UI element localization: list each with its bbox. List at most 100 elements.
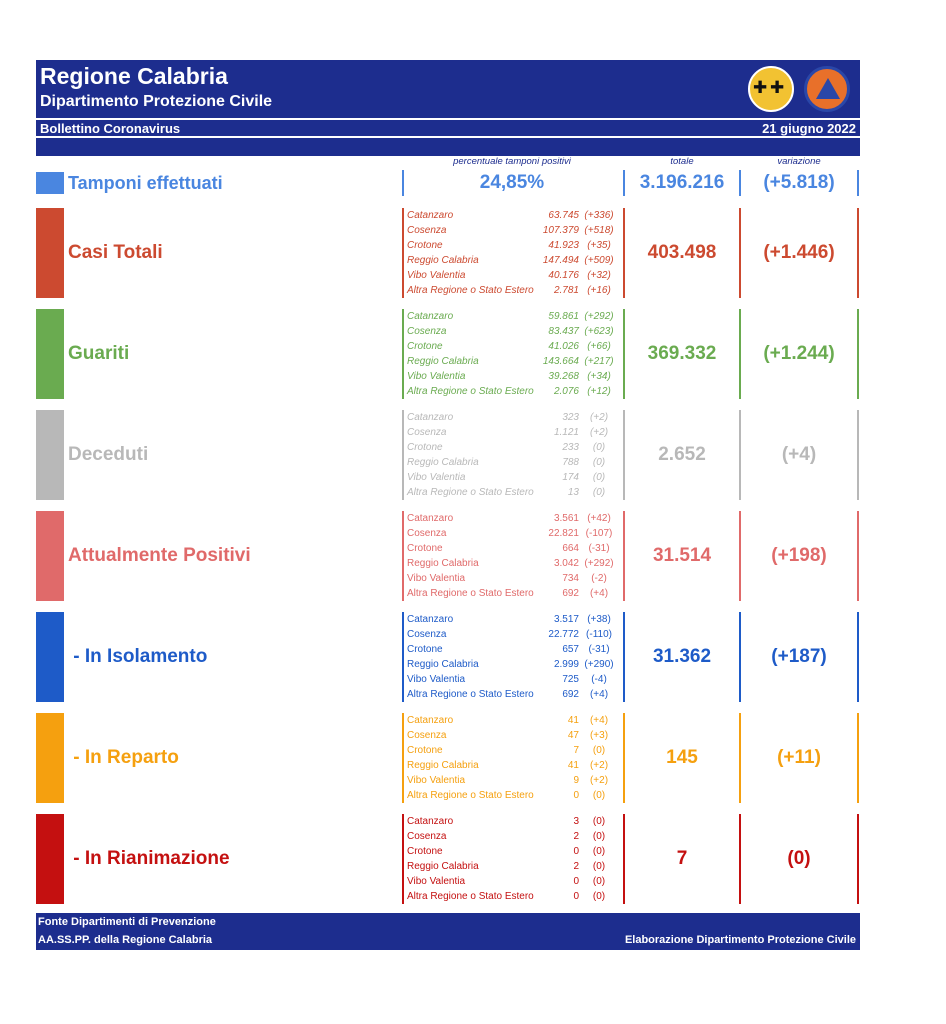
- section-divider: [402, 410, 404, 500]
- province-delta: (+290): [584, 659, 614, 670]
- section-variation: (+1.446): [763, 242, 835, 263]
- section-total: 31.362: [652, 646, 712, 667]
- province-row: Catanzaro 3.517 (+38): [407, 613, 617, 628]
- tamponi-color-block: [36, 172, 64, 194]
- tamponi-positivity: 24,85%: [479, 172, 545, 193]
- province-row: Cosenza 2 (0): [407, 830, 617, 845]
- province-value: 41: [567, 760, 579, 771]
- province-name: Crotone: [407, 240, 443, 251]
- province-delta: (-4): [591, 674, 607, 685]
- province-row: Catanzaro 3.561 (+42): [407, 512, 617, 527]
- province-delta: (+42): [587, 513, 611, 524]
- section-total: 145: [666, 747, 698, 768]
- section-divider: [739, 713, 741, 803]
- bulletin-bar: Bollettino Coronavirus 21 giugno 2022: [36, 118, 860, 136]
- province-value: 734: [562, 573, 579, 584]
- province-name: Altra Regione o Stato Estero: [407, 891, 534, 902]
- province-delta: (+34): [587, 371, 611, 382]
- province-value: 107.379: [542, 225, 579, 236]
- province-name: Reggio Calabria: [407, 558, 479, 569]
- footer-banner: Fonte Dipartimenti di Prevenzione AA.SS.…: [36, 913, 860, 950]
- section-variation: (+1.244): [763, 343, 835, 364]
- section-label: Attualmente Positivi: [68, 545, 251, 566]
- section-total: 31.514: [652, 545, 712, 566]
- section-divider: [623, 612, 625, 702]
- province-row: Reggio Calabria 143.664 (+217): [407, 355, 617, 370]
- province-delta: (+2): [589, 427, 609, 438]
- province-row: Cosenza 22.772 (-110): [407, 628, 617, 643]
- province-row: Cosenza 47 (+3): [407, 729, 617, 744]
- section-divider: [739, 814, 741, 904]
- tamponi-divider: [623, 170, 625, 196]
- province-value: 2: [573, 861, 579, 872]
- province-row: Crotone 0 (0): [407, 845, 617, 860]
- province-row: Altra Regione o Stato Estero 0 (0): [407, 890, 617, 905]
- province-name: Altra Regione o Stato Estero: [407, 588, 534, 599]
- province-value: 692: [562, 689, 579, 700]
- province-name: Crotone: [407, 543, 443, 554]
- province-row: Cosenza 107.379 (+518): [407, 224, 617, 239]
- section-color-block: [36, 713, 64, 803]
- province-name: Crotone: [407, 341, 443, 352]
- province-name: Vibo Valentia: [407, 371, 466, 382]
- province-row: Altra Regione o Stato Estero 2.076 (+12): [407, 385, 617, 400]
- section-divider: [623, 713, 625, 803]
- province-value: 3.042: [553, 558, 579, 569]
- province-name: Reggio Calabria: [407, 255, 479, 266]
- province-delta: (0): [592, 891, 606, 902]
- province-value: 83.437: [548, 326, 579, 337]
- province-row: Altra Regione o Stato Estero 692 (+4): [407, 587, 617, 602]
- province-value: 40.176: [548, 270, 579, 281]
- province-row: Vibo Valentia 725 (-4): [407, 673, 617, 688]
- section-total: 403.498: [647, 242, 717, 263]
- province-value: 41.026: [548, 341, 579, 352]
- province-value: 41.923: [548, 240, 579, 251]
- province-value: 7: [573, 745, 579, 756]
- province-name: Catanzaro: [407, 715, 454, 726]
- province-name: Catanzaro: [407, 412, 454, 423]
- province-value: 725: [562, 674, 579, 685]
- section-divider: [402, 814, 404, 904]
- province-row: Vibo Valentia 9 (+2): [407, 774, 617, 789]
- province-delta: (0): [592, 831, 606, 842]
- province-row: Vibo Valentia 734 (-2): [407, 572, 617, 587]
- province-value: 0: [573, 846, 579, 857]
- section-total: 2.652: [658, 444, 706, 465]
- section-divider: [857, 612, 859, 702]
- province-row: Vibo Valentia 0 (0): [407, 875, 617, 890]
- footer-credit: Elaborazione Dipartimento Protezione Civ…: [624, 934, 856, 946]
- section-divider: [623, 410, 625, 500]
- province-value: 2.076: [553, 386, 579, 397]
- section-divider: [402, 208, 404, 298]
- section-divider: [857, 309, 859, 399]
- province-name: Altra Regione o Stato Estero: [407, 689, 534, 700]
- province-delta: (0): [592, 472, 606, 483]
- province-delta: (+32): [587, 270, 611, 281]
- province-delta: (+2): [589, 775, 609, 786]
- province-value: 2: [573, 831, 579, 842]
- tamponi-divider: [857, 170, 859, 196]
- province-breakdown: Catanzaro 41 (+4) Cosenza 47 (+3) Crotone 7 (0) R…: [407, 714, 617, 804]
- section-divider: [739, 511, 741, 601]
- province-name: Vibo Valentia: [407, 573, 466, 584]
- province-name: Crotone: [407, 846, 443, 857]
- province-delta: (+3): [589, 730, 609, 741]
- province-row: Reggio Calabria 41 (+2): [407, 759, 617, 774]
- province-name: Reggio Calabria: [407, 356, 479, 367]
- section-label: Guariti: [68, 343, 130, 364]
- province-value: 3.561: [553, 513, 579, 524]
- province-delta: (-2): [591, 573, 607, 584]
- province-name: Altra Regione o Stato Estero: [407, 386, 534, 397]
- province-value: 143.664: [542, 356, 579, 367]
- bulletin-label: Bollettino Coronavirus: [40, 121, 181, 136]
- province-delta: (+217): [584, 356, 614, 367]
- province-delta: (-110): [586, 629, 612, 640]
- province-value: 664: [562, 543, 579, 554]
- province-delta: (+2): [589, 760, 609, 771]
- province-value: 3: [573, 816, 579, 827]
- province-name: Catanzaro: [407, 311, 454, 322]
- section-divider: [623, 814, 625, 904]
- province-value: 22.821: [548, 528, 579, 539]
- province-name: Catanzaro: [407, 816, 454, 827]
- section-divider: [739, 410, 741, 500]
